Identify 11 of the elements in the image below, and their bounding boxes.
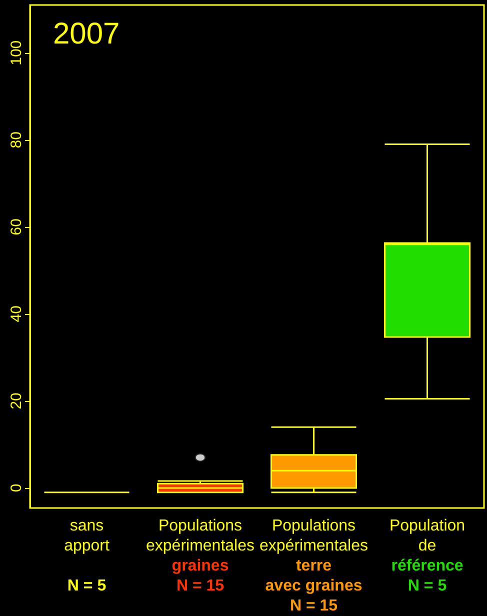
x-tick-label: Populations expérimentales terre avec graines N = 15 xyxy=(260,518,368,614)
y-tick-label: 20 xyxy=(8,392,25,410)
x-tick-label: Population de référence N = 5 xyxy=(389,518,466,594)
y-tick-label: 100 xyxy=(8,40,25,66)
category-label: sans apport N = 5 xyxy=(64,518,110,594)
y-tick-label: 40 xyxy=(8,306,25,322)
y-tick-label: 80 xyxy=(8,132,25,148)
chart-title: 2007 xyxy=(53,18,120,50)
x-tick-label: Populations expérimentales graines N = 15 xyxy=(146,518,254,594)
y-tick-label: 60 xyxy=(8,218,25,236)
y-tick-label: 0 xyxy=(8,484,25,492)
